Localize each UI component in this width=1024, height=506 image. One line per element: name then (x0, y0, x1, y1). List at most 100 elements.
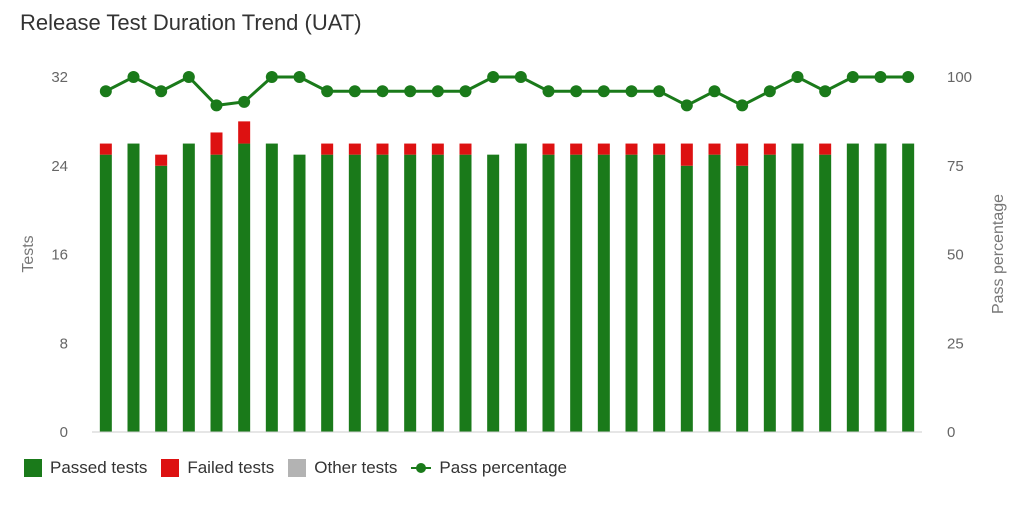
y2-tick-label: 0 (947, 424, 955, 441)
y-tick-label: 8 (60, 335, 68, 352)
bar-failed[interactable] (210, 132, 223, 155)
bar-failed[interactable] (321, 143, 334, 155)
pass-percentage-point[interactable] (570, 85, 583, 98)
bar-passed[interactable] (376, 154, 389, 432)
pass-percentage-point[interactable] (874, 71, 887, 83)
bar-passed[interactable] (680, 165, 693, 432)
bar-passed[interactable] (459, 154, 472, 432)
bar-passed[interactable] (708, 154, 721, 432)
bar-failed[interactable] (238, 121, 251, 144)
bar-passed[interactable] (404, 154, 417, 432)
y2-tick-label: 75 (947, 158, 964, 175)
pass-percentage-point[interactable] (210, 99, 223, 112)
bar-passed[interactable] (293, 154, 306, 432)
bar-passed[interactable] (819, 154, 832, 432)
bar-passed[interactable] (238, 143, 251, 432)
bar-passed[interactable] (127, 143, 140, 432)
bar-passed[interactable] (902, 143, 915, 432)
pass-percentage-point[interactable] (791, 71, 804, 83)
pass-percentage-point[interactable] (155, 85, 168, 98)
y2-tick-label: 100 (947, 69, 972, 86)
bar-failed[interactable] (155, 154, 168, 166)
pass-percentage-point[interactable] (431, 85, 444, 98)
bar-passed[interactable] (348, 154, 361, 432)
bar-passed[interactable] (487, 154, 500, 432)
pass-percentage-point[interactable] (182, 71, 195, 83)
bar-passed[interactable] (763, 154, 776, 432)
pass-percentage-point[interactable] (514, 71, 527, 83)
legend-item-passed[interactable]: Passed tests (24, 458, 147, 478)
pass-percentage-point[interactable] (487, 71, 500, 83)
pass-percentage-point[interactable] (238, 95, 251, 108)
legend-label-other: Other tests (314, 458, 398, 477)
y-tick-label: 16 (51, 247, 68, 264)
pass-percentage-point[interactable] (404, 85, 417, 98)
pass-percentage-point[interactable] (846, 71, 859, 83)
bar-failed[interactable] (708, 143, 721, 155)
bar-passed[interactable] (265, 143, 278, 432)
bar-failed[interactable] (736, 143, 749, 166)
bar-passed[interactable] (514, 143, 527, 432)
pass-percentage-point[interactable] (625, 85, 638, 98)
bar-failed[interactable] (404, 143, 417, 155)
bar-passed[interactable] (321, 154, 334, 432)
pass-percentage-point[interactable] (708, 85, 721, 98)
pass-percentage-point[interactable] (736, 99, 749, 112)
bar-failed[interactable] (625, 143, 638, 155)
bar-passed[interactable] (846, 143, 859, 432)
pass-percentage-point[interactable] (265, 71, 278, 83)
legend-item-failed[interactable]: Failed tests (161, 458, 274, 478)
pass-percentage-point[interactable] (376, 85, 389, 98)
y-tick-label: 32 (51, 69, 68, 86)
pass-percentage-point[interactable] (542, 85, 555, 98)
bar-failed[interactable] (763, 143, 776, 155)
bar-failed[interactable] (542, 143, 555, 155)
bar-failed[interactable] (819, 143, 832, 155)
legend-swatch-pass-percentage (411, 459, 432, 477)
pass-percentage-point[interactable] (99, 85, 112, 98)
legend-swatch-other (288, 459, 307, 477)
pass-percentage-point[interactable] (902, 71, 915, 83)
bar-failed[interactable] (570, 143, 583, 155)
pass-percentage-point[interactable] (459, 85, 472, 98)
pass-percentage-point[interactable] (321, 85, 334, 98)
bar-passed[interactable] (99, 154, 112, 432)
legend-item-pass-percentage[interactable]: Pass percentage (411, 458, 567, 478)
bar-passed[interactable] (625, 154, 638, 432)
y2-tick-label: 25 (947, 335, 964, 352)
bar-passed[interactable] (791, 143, 804, 432)
pass-percentage-point[interactable] (293, 71, 306, 83)
pass-percentage-point[interactable] (819, 85, 832, 98)
pass-percentage-point[interactable] (680, 99, 693, 112)
pass-percentage-point[interactable] (127, 71, 140, 83)
bar-passed[interactable] (874, 143, 887, 432)
bar-failed[interactable] (653, 143, 666, 155)
legend-swatch-failed (161, 459, 180, 477)
bar-passed[interactable] (653, 154, 666, 432)
bar-failed[interactable] (680, 143, 693, 166)
pass-percentage-point[interactable] (348, 85, 361, 98)
bar-failed[interactable] (376, 143, 389, 155)
y2-axis-label: Pass percentage (990, 194, 1007, 314)
bar-group (99, 121, 915, 432)
bar-passed[interactable] (570, 154, 583, 432)
pass-percentage-point[interactable] (653, 85, 666, 98)
pass-percentage-point[interactable] (763, 85, 776, 98)
bar-passed[interactable] (597, 154, 610, 432)
pass-percentage-point[interactable] (597, 85, 610, 98)
bar-passed[interactable] (155, 165, 168, 432)
bar-passed[interactable] (736, 165, 749, 432)
bar-passed[interactable] (182, 143, 195, 432)
bar-failed[interactable] (348, 143, 361, 155)
bar-failed[interactable] (459, 143, 472, 155)
bar-failed[interactable] (99, 143, 112, 155)
bar-passed[interactable] (431, 154, 444, 432)
bar-passed[interactable] (542, 154, 555, 432)
legend-item-other[interactable]: Other tests (288, 458, 397, 478)
bar-passed[interactable] (210, 154, 223, 432)
y-axis-label: Tests (20, 235, 37, 272)
bar-failed[interactable] (597, 143, 610, 155)
bar-failed[interactable] (431, 143, 444, 155)
